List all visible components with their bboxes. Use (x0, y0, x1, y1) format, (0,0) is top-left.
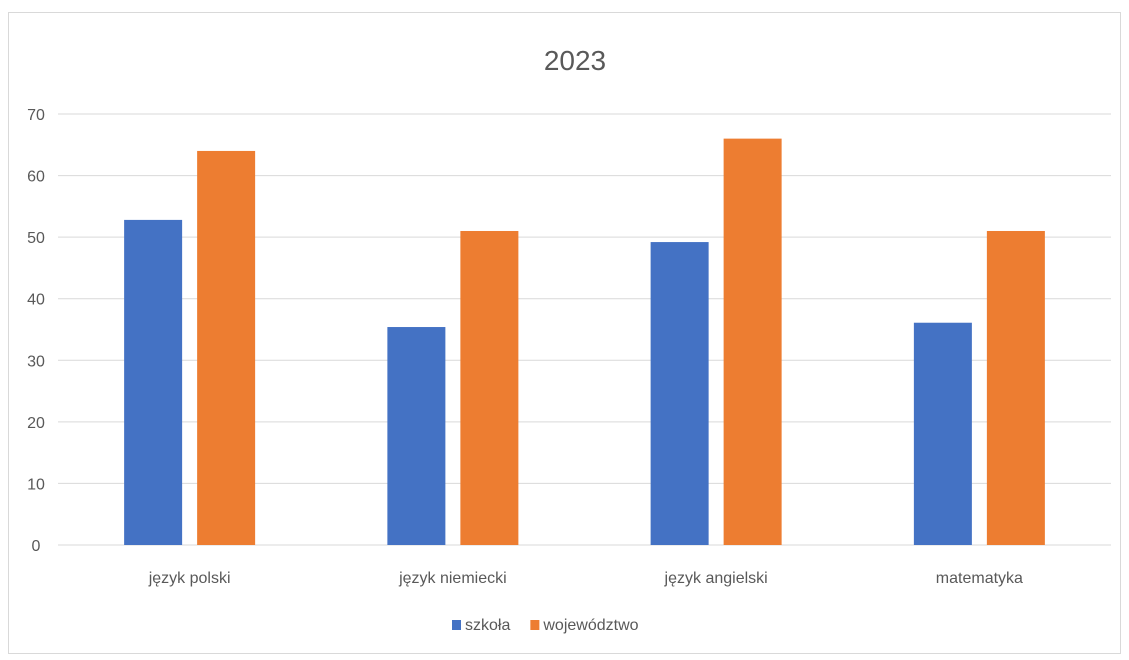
bar-szkola (124, 219, 183, 545)
x-tick-label: język polski (148, 570, 231, 587)
x-axis-ticks: język polski język niemiecki język angiels… (148, 570, 1023, 587)
y-tick-label: 30 (27, 353, 45, 370)
legend-label: szkoła (465, 617, 510, 634)
y-tick-label: 0 (32, 538, 41, 555)
legend-swatch (452, 620, 461, 630)
bar-wojewodztwo (723, 138, 782, 545)
x-tick-label: język niemiecki (398, 570, 507, 587)
y-tick-label: 20 (27, 415, 45, 432)
y-tick-label: 50 (27, 230, 45, 247)
y-tick-label: 10 (27, 476, 45, 493)
bar-szkola (650, 242, 709, 545)
y-tick-label: 60 (27, 169, 45, 186)
bar-wojewodztwo (197, 150, 256, 545)
bar-wojewodztwo (460, 230, 519, 545)
bar-szkola (387, 327, 446, 545)
y-tick-label: 70 (27, 107, 45, 124)
bar-szkola (913, 322, 972, 545)
y-tick-label: 40 (27, 292, 45, 309)
legend-label: województwo (542, 617, 638, 634)
bar-wojewodztwo (986, 230, 1045, 545)
bars (124, 138, 1045, 545)
x-tick-label: język angielski (664, 570, 768, 587)
chart-title: 2023 (544, 45, 606, 76)
y-axis-ticks: 0 10 20 30 40 50 60 70 (27, 107, 45, 555)
legend: szkoła województwo (452, 617, 639, 634)
x-tick-label: matematyka (936, 570, 1023, 587)
legend-swatch (530, 620, 540, 630)
